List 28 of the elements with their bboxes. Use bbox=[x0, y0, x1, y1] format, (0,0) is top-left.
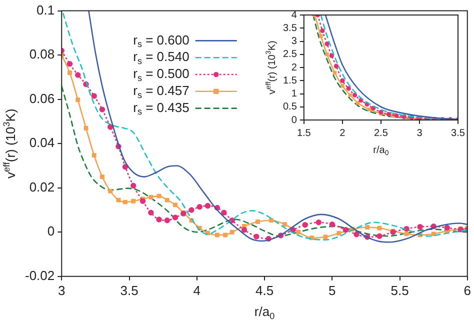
x-tick-label: 5.5 bbox=[390, 282, 409, 298]
y-tick-label: 4 bbox=[291, 10, 298, 21]
y-tick-label: 2.5 bbox=[282, 49, 298, 60]
y-tick-label: 0.06 bbox=[29, 90, 55, 106]
x-tick-label: 6 bbox=[464, 282, 471, 298]
y-tick-label: 0 bbox=[47, 224, 55, 239]
x-tick-label: 3 bbox=[416, 128, 423, 139]
y-tick-label: 3.5 bbox=[282, 22, 298, 34]
y-tick-label: 0.04 bbox=[29, 135, 55, 150]
y-tick-label: 0 bbox=[291, 114, 298, 126]
x-tick-label: 5 bbox=[328, 282, 336, 298]
y-tick-label: 0.5 bbox=[282, 102, 298, 113]
x-tick-label: 3 bbox=[58, 282, 66, 298]
y-tick-label: 1.5 bbox=[282, 75, 298, 86]
x-tick-label: 2.5 bbox=[374, 128, 388, 139]
y-tick-label: 0.02 bbox=[29, 179, 55, 194]
y-axis-title: veff(r) (103K) bbox=[2, 108, 18, 178]
y-tick-label: 3 bbox=[291, 36, 298, 47]
y-tick-label: 1 bbox=[291, 88, 298, 100]
x-tick-label: 4 bbox=[193, 282, 200, 298]
y-tick-label: 0.08 bbox=[29, 46, 55, 62]
x-tick-label: 4.5 bbox=[255, 282, 274, 298]
y-tick-label: 0.1 bbox=[36, 2, 55, 18]
x-tick-label: 3.5 bbox=[120, 282, 138, 298]
x-tick-label: 3.5 bbox=[451, 128, 466, 139]
y-tick-label: 2 bbox=[291, 62, 298, 74]
y-tick-label: -0.02 bbox=[24, 268, 55, 283]
x-tick-label: 2 bbox=[340, 128, 346, 139]
